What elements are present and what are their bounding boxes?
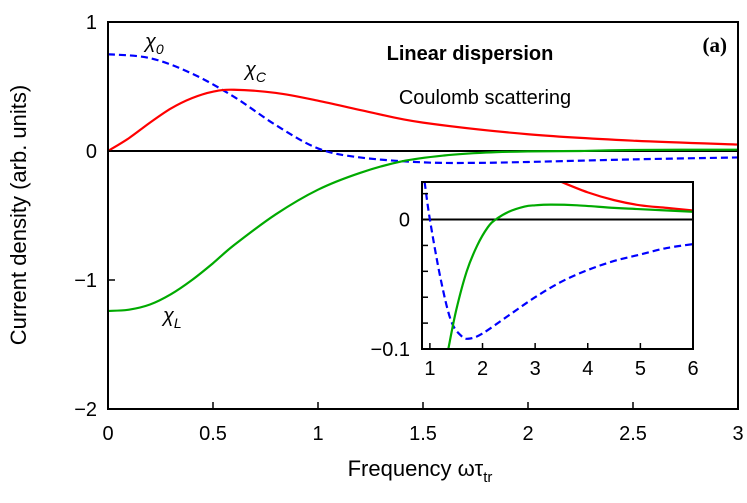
x-tick-label: 2.5	[619, 423, 647, 445]
inset-x-tick-label: 4	[582, 358, 593, 380]
x-tick-label: 0	[102, 423, 113, 445]
inset-series-line-chi0	[423, 181, 694, 340]
inset-y-tick-label: −0.1	[371, 339, 410, 361]
x-tick-label: 0.5	[199, 423, 227, 445]
series-line-chiL	[107, 148, 739, 313]
inset-plot-area	[422, 180, 694, 350]
inset-y-tick-label: 0	[399, 210, 410, 232]
series-label-chi0: χ0	[143, 31, 164, 57]
y-tick-label: −1	[74, 270, 97, 292]
panel-label: (a)	[703, 33, 728, 57]
x-tick-label: 1.5	[409, 423, 437, 445]
x-tick-label: 2	[522, 423, 533, 445]
inset-x-tick-label: 3	[530, 358, 541, 380]
x-tick-label: 3	[732, 423, 743, 445]
x-axis-label: Frequency ωτtr	[348, 456, 493, 486]
series-line-chiC	[107, 88, 739, 152]
inset-x-tick-label: 6	[687, 358, 698, 380]
annotation-dispersion: Linear dispersion	[387, 43, 554, 65]
x-tick-label: 1	[312, 423, 323, 445]
inset-x-tick-label: 1	[424, 358, 435, 380]
annotation-scattering: Coulomb scattering	[399, 87, 571, 109]
series-label-chiC: χC	[243, 59, 267, 85]
y-axis-label: Current density (arb. units)	[6, 85, 31, 345]
series-line-chi0	[107, 53, 739, 165]
inset-frame	[421, 181, 694, 350]
inset-x-tick-label: 5	[635, 358, 646, 380]
inset-x-tick-label: 2	[477, 358, 488, 380]
y-tick-label: 1	[86, 12, 97, 34]
main-axes: 0 0.5 1 1.5 2 2.5 3 1 0 −1 −2	[74, 12, 743, 445]
inset-series-line-chiL	[447, 203, 694, 350]
y-tick-label: −2	[74, 399, 97, 421]
inset-series-line-chiC	[561, 180, 694, 212]
inset-axes: 1 2 3 4 5 6 0 −0.1	[371, 192, 699, 380]
y-tick-label: 0	[86, 141, 97, 163]
series-label-chiL: χL	[161, 305, 182, 331]
main-plot-area	[107, 53, 739, 313]
